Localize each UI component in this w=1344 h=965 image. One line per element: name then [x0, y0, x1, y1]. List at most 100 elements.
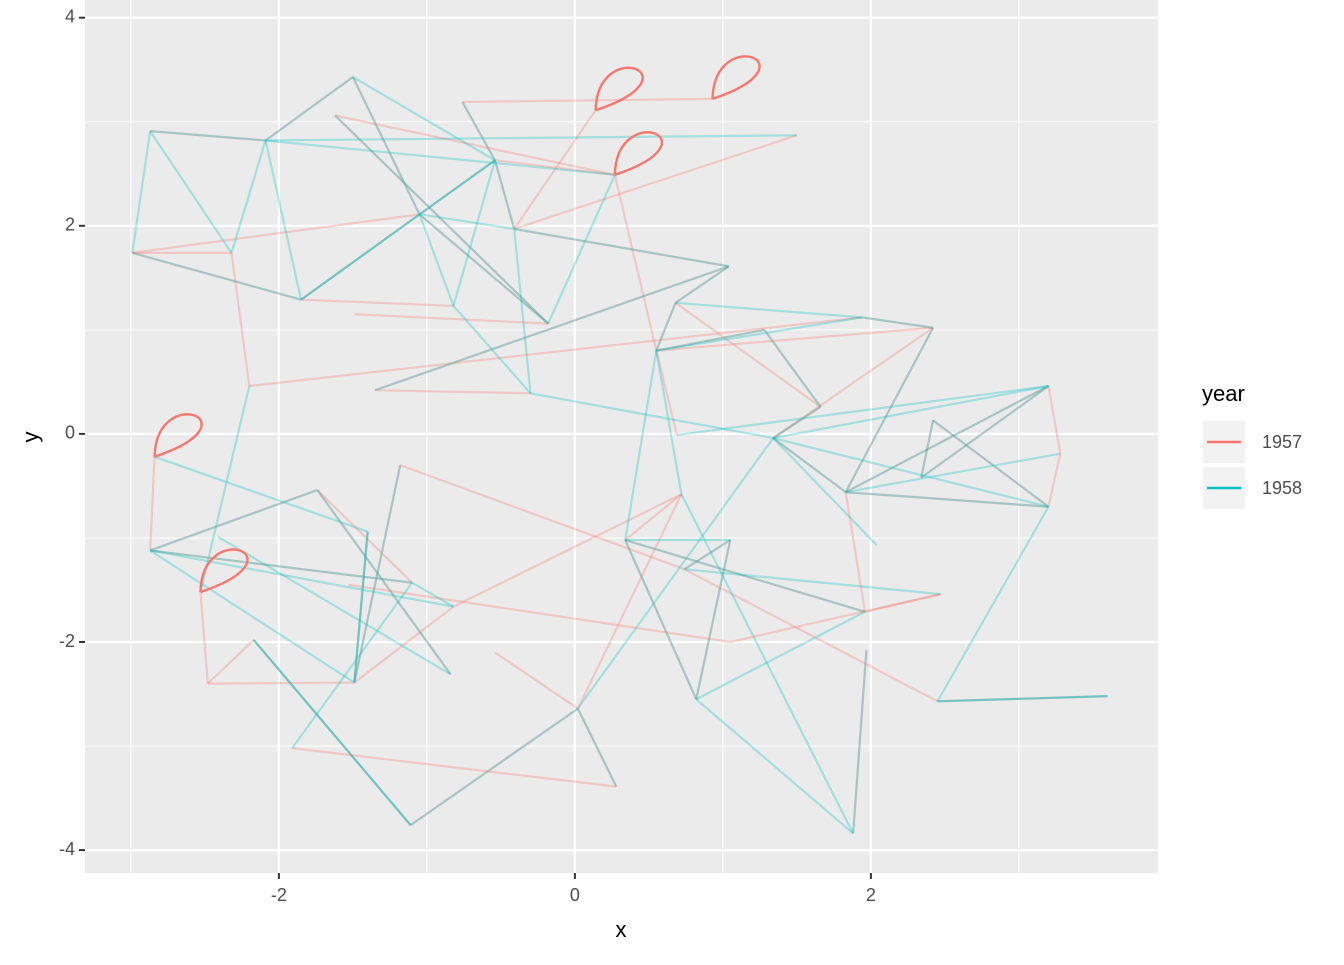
edge — [864, 593, 941, 613]
edge — [353, 531, 369, 683]
edge — [149, 549, 413, 584]
axes: -2 0 2 -4 -2 0 2 4 — [59, 6, 876, 904]
edge — [334, 114, 616, 176]
edge — [772, 437, 847, 494]
legend-label: 1958 — [1262, 478, 1302, 498]
edge — [674, 265, 730, 304]
edge — [132, 213, 420, 254]
edge — [399, 464, 685, 571]
edge — [936, 506, 1050, 702]
edge — [452, 305, 532, 395]
edge — [932, 419, 1050, 508]
edge — [845, 491, 1049, 508]
self-loop — [199, 548, 249, 594]
edge — [461, 101, 496, 161]
edge — [354, 313, 549, 325]
edge — [763, 329, 822, 408]
edge — [452, 159, 497, 307]
x-axis-title: x — [616, 917, 627, 942]
edge — [300, 159, 496, 301]
edge — [845, 452, 1061, 494]
edge — [207, 639, 255, 685]
edge — [351, 76, 421, 215]
edge — [411, 581, 455, 608]
edge — [1047, 453, 1062, 507]
self-loop — [613, 131, 664, 176]
edge — [695, 610, 866, 701]
legend-title: year — [1202, 381, 1245, 406]
edge — [291, 582, 413, 749]
edge — [920, 385, 1050, 479]
edge — [149, 489, 318, 552]
edge — [149, 549, 355, 684]
edge — [292, 747, 617, 788]
grid — [85, 0, 1158, 873]
edge — [1047, 385, 1062, 454]
x-tick-label: 2 — [866, 885, 876, 905]
edge — [655, 302, 677, 352]
edge — [513, 109, 597, 230]
edge — [301, 298, 454, 308]
edge — [920, 420, 935, 478]
y-tick-label: 0 — [65, 423, 75, 443]
edge — [772, 436, 1049, 508]
edge — [334, 114, 550, 325]
edge — [624, 350, 658, 541]
edge — [656, 316, 863, 352]
edge — [230, 140, 267, 254]
edge — [150, 130, 266, 142]
edge — [576, 708, 618, 788]
edge — [695, 539, 732, 700]
edge — [265, 139, 615, 176]
edge — [937, 695, 1108, 703]
edge — [230, 252, 251, 387]
edge — [920, 385, 1050, 479]
edge — [680, 493, 855, 834]
edge — [576, 437, 775, 710]
edge — [353, 531, 369, 683]
edge — [937, 695, 1108, 703]
edge — [418, 159, 496, 216]
edge — [861, 316, 934, 329]
edge — [418, 213, 549, 325]
x-tick-label: -2 — [271, 885, 287, 905]
edge — [353, 605, 455, 684]
self-loop — [711, 55, 761, 100]
y-tick-label: -4 — [59, 839, 75, 859]
edge — [772, 384, 1049, 440]
edge — [674, 301, 822, 408]
edge — [920, 420, 935, 478]
edge — [462, 97, 713, 104]
edge — [514, 227, 729, 268]
edge — [352, 76, 496, 162]
edge — [334, 114, 550, 325]
edge — [530, 392, 774, 440]
edge — [348, 583, 731, 644]
edge — [199, 591, 209, 684]
edge — [493, 159, 516, 230]
edge — [149, 489, 318, 552]
edge — [418, 213, 455, 307]
edge — [353, 464, 402, 683]
edge — [199, 385, 251, 593]
edge — [207, 681, 355, 685]
edge — [351, 76, 421, 215]
edge — [772, 405, 822, 439]
edges — [131, 55, 1108, 835]
panel — [85, 0, 1158, 873]
edge — [419, 213, 515, 231]
edge — [300, 213, 421, 301]
edge — [154, 455, 369, 533]
edge — [374, 265, 730, 392]
edge — [514, 227, 729, 268]
edge — [937, 695, 1108, 703]
edge — [409, 707, 579, 827]
edge — [149, 130, 233, 254]
edge — [624, 539, 698, 700]
legend: year 1957 1958 — [1202, 381, 1302, 509]
self-loop — [153, 413, 203, 458]
edge — [772, 405, 822, 439]
x-tick-label: 0 — [570, 885, 580, 905]
edge — [409, 707, 579, 827]
edge — [453, 493, 682, 608]
